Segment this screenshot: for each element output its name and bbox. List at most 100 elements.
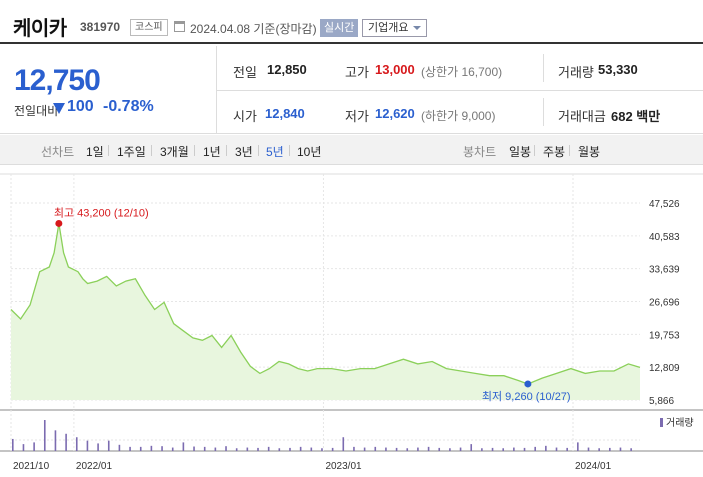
open-label: 시가 xyxy=(233,109,257,124)
tab-separator xyxy=(194,145,195,156)
volume-bar xyxy=(278,448,281,451)
tab-separator xyxy=(258,145,259,156)
upper-limit: (상한가 16,700) xyxy=(421,65,503,79)
change-amount: 100 xyxy=(67,98,94,115)
volume-bar xyxy=(491,447,494,451)
tab-10y[interactable]: 10년 xyxy=(297,145,322,159)
volume-legend-swatch xyxy=(660,418,663,427)
open-value: 12,840 xyxy=(265,106,305,121)
volume-bar xyxy=(86,440,89,451)
volume-bar xyxy=(555,447,558,451)
y-tick-label: 40,583 xyxy=(649,232,680,243)
tab-3y[interactable]: 3년 xyxy=(235,145,253,159)
candle-chart-label: 봉차트 xyxy=(463,145,497,159)
volume-bar xyxy=(43,420,46,451)
volume-bar xyxy=(12,438,14,451)
tab-1w[interactable]: 1주일 xyxy=(117,145,146,159)
tab-monthly[interactable]: 월봉 xyxy=(578,145,601,159)
volume-bar xyxy=(161,446,163,451)
volume-bar xyxy=(523,447,526,451)
volume-bar xyxy=(235,448,238,451)
low-marker xyxy=(524,380,532,388)
company-overview-label: 기업개요 xyxy=(368,22,409,34)
change-rate: -0.78% xyxy=(103,98,154,115)
volume-bar xyxy=(289,447,291,451)
x-tick-label: 2023/01 xyxy=(325,461,362,472)
volume-bar xyxy=(182,442,185,451)
volume-bar xyxy=(267,446,270,451)
stock-code: 381970 xyxy=(80,20,121,34)
divider xyxy=(543,54,544,82)
volume-bar xyxy=(587,447,590,451)
low-label: 최저 9,260 (10/27) xyxy=(482,390,571,403)
divider xyxy=(216,46,217,134)
lower-limit: (하한가 9,000) xyxy=(421,109,496,123)
volume-bar xyxy=(150,445,153,451)
volume-bar xyxy=(619,447,622,451)
volume-bar xyxy=(139,446,142,451)
low-label: 저가 xyxy=(345,109,369,124)
tab-separator xyxy=(151,145,152,156)
volume-bar xyxy=(193,446,195,451)
y-tick-label: 26,696 xyxy=(649,298,680,309)
volume-bar xyxy=(459,447,462,451)
tab-3m[interactable]: 3개월 xyxy=(160,145,189,159)
y-tick-label: 19,753 xyxy=(649,330,680,341)
volume-bar xyxy=(129,446,131,451)
price-chart[interactable]: 47,526 40,583 33,639 26,696 19,753 12,809 5,86… xyxy=(0,166,703,477)
stock-name: 케이카 xyxy=(13,18,67,40)
volume-bar xyxy=(118,444,121,451)
volume-bar xyxy=(321,448,323,451)
calendar-icon xyxy=(174,21,185,32)
x-tick-label: 2021/10 xyxy=(13,461,50,472)
y-tick-label: 12,809 xyxy=(649,363,680,374)
realtime-button[interactable]: 실시간 xyxy=(320,19,359,37)
volume-bar xyxy=(481,448,483,451)
current-price: 12,750 xyxy=(14,64,101,97)
tab-daily[interactable]: 일봉 xyxy=(509,145,532,159)
volume-bar xyxy=(609,447,611,451)
tab-5y[interactable]: 5년 xyxy=(266,145,284,159)
volume-bar xyxy=(310,447,313,451)
volume-bar xyxy=(406,448,409,451)
x-tick-label: 2022/01 xyxy=(76,461,113,472)
x-tick-label: 2024/01 xyxy=(575,461,612,472)
volume-bar xyxy=(566,447,568,451)
volume-bar xyxy=(65,433,67,451)
down-arrow-icon xyxy=(53,103,65,114)
volume-bar xyxy=(246,447,249,451)
volume-bar xyxy=(395,447,398,451)
volume-bar xyxy=(353,446,355,451)
tab-1d[interactable]: 1일 xyxy=(86,145,104,159)
volume-label: 거래량 xyxy=(558,65,594,80)
divider xyxy=(543,98,544,126)
volume-bar xyxy=(363,447,366,451)
volume-bar xyxy=(214,447,217,451)
volume-bar xyxy=(54,430,57,451)
prev-close-value: 12,850 xyxy=(267,62,307,77)
volume-legend-label: 거래량 xyxy=(666,417,694,429)
volume-bar xyxy=(225,446,227,451)
tab-separator xyxy=(534,145,535,156)
tab-separator xyxy=(108,145,109,156)
y-tick-label: 47,526 xyxy=(649,199,680,210)
volume-bar xyxy=(97,443,99,451)
volume-bar xyxy=(577,442,579,451)
high-marker xyxy=(55,219,63,227)
tab-1y[interactable]: 1년 xyxy=(203,145,221,159)
volume-bar xyxy=(598,448,600,451)
chevron-down-icon xyxy=(413,26,422,30)
volume-bar xyxy=(342,437,345,451)
price-area xyxy=(11,223,640,400)
divider xyxy=(217,90,703,91)
volume-bar xyxy=(630,448,632,451)
company-overview-button[interactable]: 기업개요 xyxy=(362,19,428,37)
volume-bar xyxy=(502,448,505,451)
change-label: 전일대비 xyxy=(14,104,59,118)
tab-weekly[interactable]: 주봉 xyxy=(543,145,566,159)
high-label: 최고 43,200 (12/10) xyxy=(54,206,149,219)
volume-bar xyxy=(438,447,441,451)
volume-bar xyxy=(171,447,174,451)
volume-bar xyxy=(534,446,536,451)
tab-separator xyxy=(289,145,290,156)
